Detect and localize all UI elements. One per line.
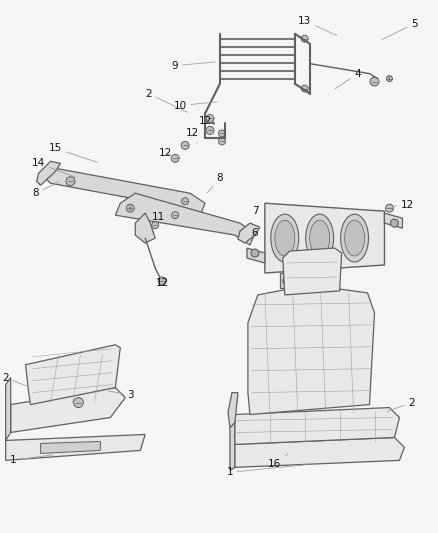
Text: 16: 16 [268,454,288,470]
Text: 5: 5 [382,19,418,39]
Polygon shape [115,193,255,245]
Text: 11: 11 [152,212,165,222]
Polygon shape [228,393,238,427]
Text: 12: 12 [159,148,172,158]
Text: 6: 6 [251,228,258,238]
Polygon shape [41,441,100,454]
Text: 2: 2 [387,398,415,411]
Polygon shape [247,248,265,263]
Polygon shape [265,203,385,273]
Circle shape [206,115,214,123]
Ellipse shape [310,220,330,256]
Circle shape [171,155,179,163]
Circle shape [251,249,259,257]
Ellipse shape [271,214,299,262]
Polygon shape [37,161,60,185]
Ellipse shape [345,220,364,256]
Polygon shape [280,273,295,288]
Circle shape [66,177,75,186]
Polygon shape [6,434,145,461]
Text: 2: 2 [2,373,28,386]
Circle shape [385,204,393,212]
Circle shape [126,204,134,212]
Polygon shape [230,423,235,470]
Text: 3: 3 [108,390,134,400]
Polygon shape [46,168,205,215]
Circle shape [370,77,379,86]
Polygon shape [248,285,374,415]
Polygon shape [235,438,404,467]
Circle shape [74,398,83,408]
Circle shape [219,130,226,137]
Text: 12: 12 [394,200,414,210]
Circle shape [301,85,308,92]
Polygon shape [235,408,399,445]
Circle shape [283,277,291,285]
Text: 1: 1 [9,455,53,465]
Text: 2: 2 [145,88,187,112]
Text: 4: 4 [335,69,361,89]
Circle shape [206,126,214,134]
Text: 15: 15 [49,143,98,163]
Text: 12: 12 [185,128,199,143]
Polygon shape [25,345,120,405]
Polygon shape [385,213,403,228]
Text: 12: 12 [198,117,212,132]
Text: 8: 8 [32,182,58,198]
Circle shape [182,198,189,205]
Ellipse shape [275,220,295,256]
Circle shape [181,141,189,149]
Polygon shape [135,213,155,243]
Circle shape [172,212,179,219]
Text: 1: 1 [226,465,307,478]
Polygon shape [11,387,125,432]
Text: 9: 9 [172,61,215,71]
Polygon shape [283,248,342,295]
Circle shape [219,138,226,145]
Text: 10: 10 [173,101,217,110]
Circle shape [390,219,399,227]
Circle shape [158,277,166,285]
Text: 14: 14 [32,158,76,177]
Text: 7: 7 [253,206,263,219]
Polygon shape [6,378,11,440]
Ellipse shape [306,214,334,262]
Ellipse shape [341,214,368,262]
Text: 8: 8 [207,173,223,193]
Polygon shape [238,223,260,243]
Circle shape [386,76,392,82]
Text: 13: 13 [298,16,337,36]
Text: 12: 12 [155,278,169,288]
Circle shape [152,222,159,229]
Circle shape [301,35,308,42]
